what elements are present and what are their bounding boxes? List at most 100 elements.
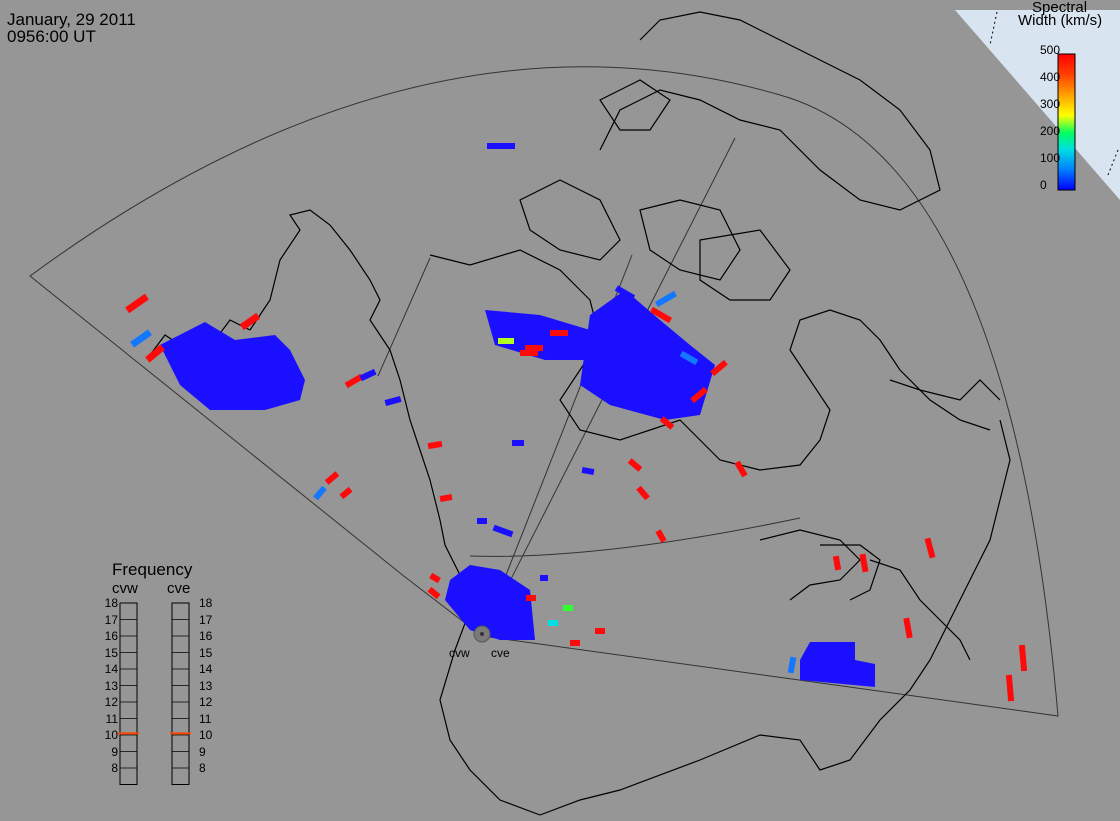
echo-cell <box>477 518 487 524</box>
echo-cell <box>344 373 364 389</box>
frequency-scale-label: 9 <box>199 744 206 759</box>
echo-cell <box>581 467 595 475</box>
echo-cell <box>427 586 441 600</box>
echo-cell <box>903 617 913 639</box>
radar-label-cvw: cvw <box>449 646 470 660</box>
radar-label-cve: cve <box>491 646 510 660</box>
colorbar-tick: 400 <box>1040 70 1061 84</box>
frequency-scale-label: 13 <box>199 678 213 693</box>
echo-cell <box>734 460 748 478</box>
echo-cell <box>439 494 453 502</box>
frequency-scale-label: 14 <box>104 662 118 676</box>
echo-cell <box>859 553 869 573</box>
frequency-radar-label-west: cvw <box>112 580 138 597</box>
echo-cluster-near-radar <box>445 565 535 640</box>
frequency-box <box>171 602 190 785</box>
echo-cell <box>1005 674 1015 702</box>
frequency-scale-label: 16 <box>104 629 118 643</box>
frequency-scale-label: 13 <box>104 678 118 693</box>
observation-time: 0956:00 UT <box>7 27 96 46</box>
echo-cell <box>636 485 650 501</box>
colorbar-tick: 100 <box>1040 151 1061 165</box>
frequency-box <box>119 602 138 785</box>
frequency-radar-label-east: cve <box>167 580 191 597</box>
colorbar-tick: 0 <box>1040 178 1047 192</box>
map-edge-dashes <box>989 11 1119 176</box>
frequency-scale-label: 17 <box>104 612 118 627</box>
echo-cell <box>924 537 936 559</box>
echo-cluster-alaska <box>160 322 305 410</box>
echo-cell <box>595 628 605 634</box>
echo-cell <box>384 396 402 406</box>
echo-cell <box>339 486 353 500</box>
echo-cell <box>627 458 643 472</box>
frequency-scale-label: 10 <box>199 728 213 742</box>
radar-echoes <box>125 143 1028 702</box>
echo-cell <box>429 572 441 584</box>
echo-cell <box>550 330 568 336</box>
echo-cell <box>649 306 673 324</box>
map-edge-region <box>955 10 1120 200</box>
echo-cell <box>239 312 261 331</box>
echo-cell <box>525 345 543 351</box>
echo-cell <box>614 285 636 301</box>
frequency-title: Frequency <box>112 560 193 579</box>
frequency-scale-label: 17 <box>199 612 213 627</box>
echo-cell <box>313 485 327 501</box>
frequency-indicator-boxes <box>118 602 191 785</box>
echo-cell <box>359 368 377 382</box>
frequency-scale-label: 18 <box>104 596 118 610</box>
colorbar-tick: 300 <box>1040 97 1061 111</box>
colorbar-title-line1: Spectral <box>1032 0 1088 16</box>
echo-cluster-west-hudson <box>485 310 590 360</box>
frequency-scale-label: 12 <box>199 695 213 709</box>
observation-date: January, 29 2011 <box>7 10 136 29</box>
fov-outline <box>29 66 1059 717</box>
frequency-scale-label: 8 <box>199 761 206 775</box>
colorbar-title-line2: Width (km/s) <box>1018 12 1103 29</box>
echo-cell <box>492 524 514 538</box>
echo-cell <box>563 605 573 611</box>
frequency-scale-label: 14 <box>199 662 213 676</box>
frequency-scale-label: 12 <box>104 695 118 709</box>
frequency-scale-label: 15 <box>199 645 213 660</box>
echo-cluster-east <box>800 642 875 687</box>
frequency-scale-label: 16 <box>199 629 213 643</box>
echo-cell <box>427 440 443 450</box>
echo-cell <box>832 555 842 571</box>
echo-cell <box>679 350 699 366</box>
echo-cell <box>512 440 524 446</box>
colorbar-tick: 200 <box>1040 124 1061 138</box>
echo-cell <box>324 471 340 485</box>
echo-cluster-hudson <box>580 290 715 420</box>
echo-cell <box>710 359 728 377</box>
frequency-scale-label: 11 <box>105 711 118 726</box>
colorbar-tick: 500 <box>1040 43 1061 57</box>
echo-cell <box>145 344 165 363</box>
frequency-scale-label: 9 <box>111 744 118 759</box>
frequency-scale-label: 15 <box>104 645 118 660</box>
frequency-scale-label: 18 <box>199 596 213 610</box>
echo-cell <box>1018 644 1028 672</box>
echo-cell <box>540 575 548 581</box>
echo-cell <box>526 595 536 601</box>
colorbar-gradient <box>1057 53 1076 191</box>
echo-cell <box>548 620 558 626</box>
echo-cell <box>487 143 515 149</box>
echo-cell <box>655 529 667 543</box>
echo-cell <box>570 640 580 646</box>
echo-cell <box>129 329 153 348</box>
echo-cell <box>125 293 149 314</box>
echo-cell <box>690 386 708 404</box>
frequency-scale-label: 8 <box>111 761 118 775</box>
echo-cell <box>654 290 678 308</box>
echo-cell <box>498 338 514 344</box>
echo-cell <box>787 656 797 674</box>
radar-site-center <box>480 632 484 636</box>
frequency-scale-label: 10 <box>104 728 118 742</box>
echo-cell <box>659 416 675 430</box>
frequency-scale-label: 11 <box>199 711 212 726</box>
echo-cell <box>520 350 538 356</box>
